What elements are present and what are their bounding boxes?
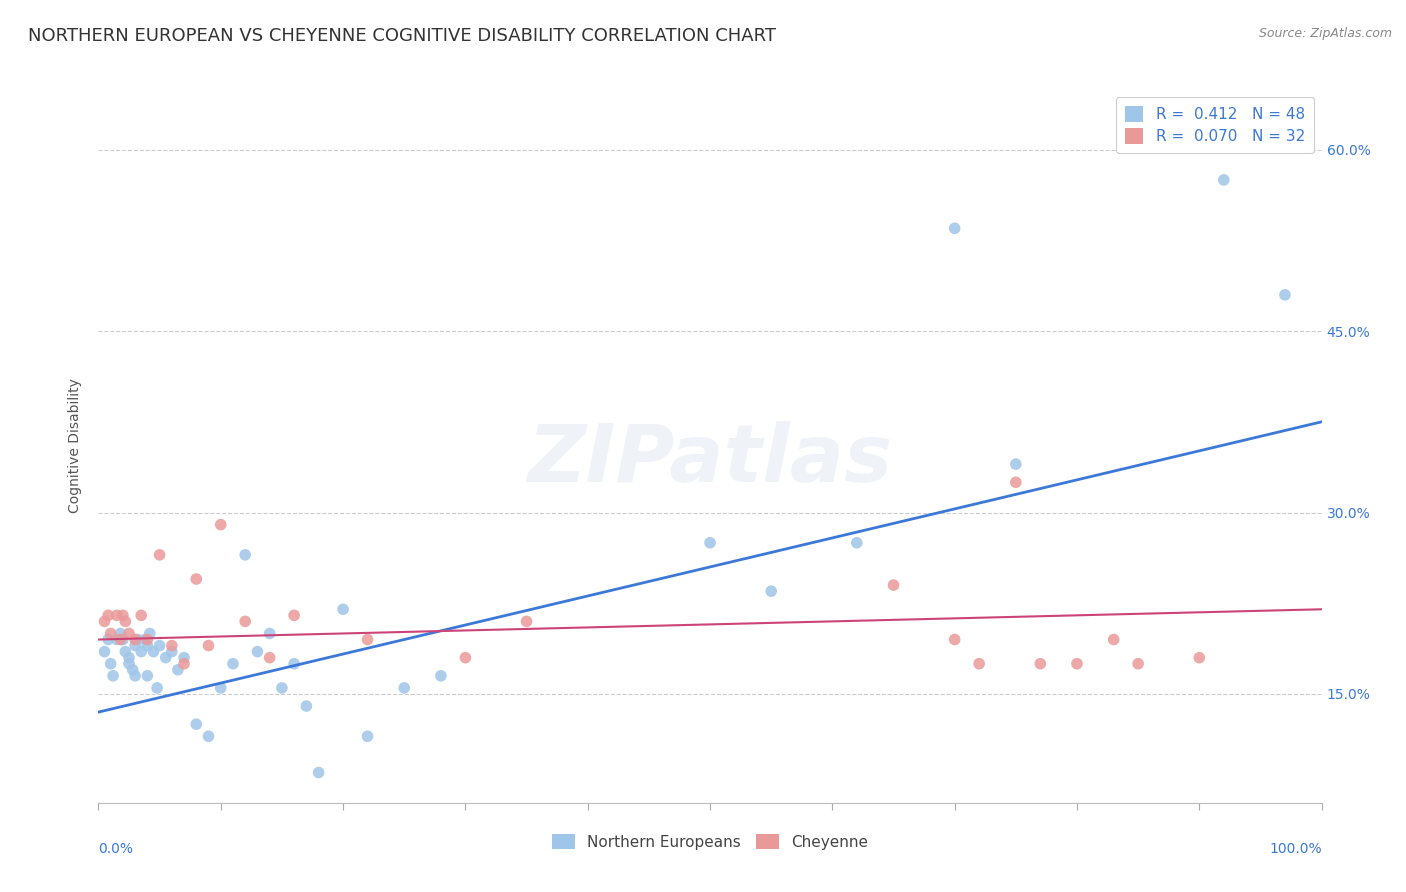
- Point: [155, 650, 177, 665]
- Point: [283, 608, 305, 623]
- Point: [110, 626, 132, 640]
- Point: [173, 657, 195, 671]
- Point: [142, 645, 165, 659]
- Point: [233, 615, 256, 629]
- Point: [97, 608, 120, 623]
- Point: [149, 548, 172, 562]
- Point: [105, 608, 128, 623]
- Point: [308, 765, 330, 780]
- Point: [1128, 657, 1150, 671]
- Point: [136, 639, 159, 653]
- Point: [139, 626, 162, 640]
- Point: [124, 639, 146, 653]
- Text: ZIPatlas: ZIPatlas: [527, 421, 893, 500]
- Point: [121, 663, 143, 677]
- Point: [454, 650, 477, 665]
- Point: [295, 699, 318, 714]
- Point: [97, 632, 120, 647]
- Point: [392, 681, 416, 695]
- Y-axis label: Cognitive Disability: Cognitive Disability: [69, 378, 83, 514]
- Point: [93, 615, 115, 629]
- Text: NORTHERN EUROPEAN VS CHEYENNE COGNITIVE DISABILITY CORRELATION CHART: NORTHERN EUROPEAN VS CHEYENNE COGNITIVE …: [28, 27, 776, 45]
- Point: [134, 632, 156, 647]
- Point: [100, 657, 122, 671]
- Point: [114, 615, 136, 629]
- Point: [127, 632, 149, 647]
- Point: [761, 584, 783, 599]
- Point: [173, 650, 195, 665]
- Point: [186, 717, 208, 731]
- Text: 0.0%: 0.0%: [98, 842, 134, 856]
- Point: [118, 626, 141, 640]
- Point: [270, 681, 294, 695]
- Point: [332, 602, 354, 616]
- Point: [1212, 173, 1234, 187]
- Point: [1029, 657, 1052, 671]
- Point: [118, 650, 141, 665]
- Point: [222, 657, 245, 671]
- Point: [167, 663, 190, 677]
- Point: [845, 535, 868, 549]
- Point: [105, 632, 128, 647]
- Point: [197, 729, 219, 743]
- Point: [129, 645, 152, 659]
- Point: [515, 615, 537, 629]
- Point: [114, 645, 136, 659]
- Point: [259, 626, 281, 640]
- Legend: Northern Europeans, Cheyenne: Northern Europeans, Cheyenne: [546, 828, 875, 855]
- Point: [1066, 657, 1088, 671]
- Point: [1102, 632, 1125, 647]
- Point: [160, 639, 183, 653]
- Point: [233, 548, 256, 562]
- Point: [1188, 650, 1211, 665]
- Point: [246, 645, 269, 659]
- Text: Source: ZipAtlas.com: Source: ZipAtlas.com: [1258, 27, 1392, 40]
- Point: [883, 578, 905, 592]
- Point: [1004, 457, 1026, 471]
- Point: [356, 632, 378, 647]
- Point: [1274, 288, 1296, 302]
- Point: [1004, 475, 1026, 490]
- Point: [124, 669, 146, 683]
- Point: [146, 681, 169, 695]
- Point: [943, 632, 966, 647]
- Point: [110, 632, 132, 647]
- Text: 100.0%: 100.0%: [1270, 842, 1322, 856]
- Point: [118, 657, 141, 671]
- Point: [283, 657, 305, 671]
- Point: [100, 626, 122, 640]
- Point: [136, 632, 159, 647]
- Point: [197, 639, 219, 653]
- Point: [430, 669, 453, 683]
- Point: [699, 535, 721, 549]
- Point: [160, 645, 183, 659]
- Point: [111, 608, 134, 623]
- Point: [101, 669, 124, 683]
- Point: [259, 650, 281, 665]
- Point: [356, 729, 378, 743]
- Point: [93, 645, 115, 659]
- Point: [209, 681, 232, 695]
- Point: [967, 657, 990, 671]
- Point: [149, 639, 172, 653]
- Point: [129, 608, 152, 623]
- Point: [209, 517, 232, 532]
- Point: [186, 572, 208, 586]
- Point: [111, 632, 134, 647]
- Point: [136, 669, 159, 683]
- Point: [943, 221, 966, 235]
- Point: [124, 632, 146, 647]
